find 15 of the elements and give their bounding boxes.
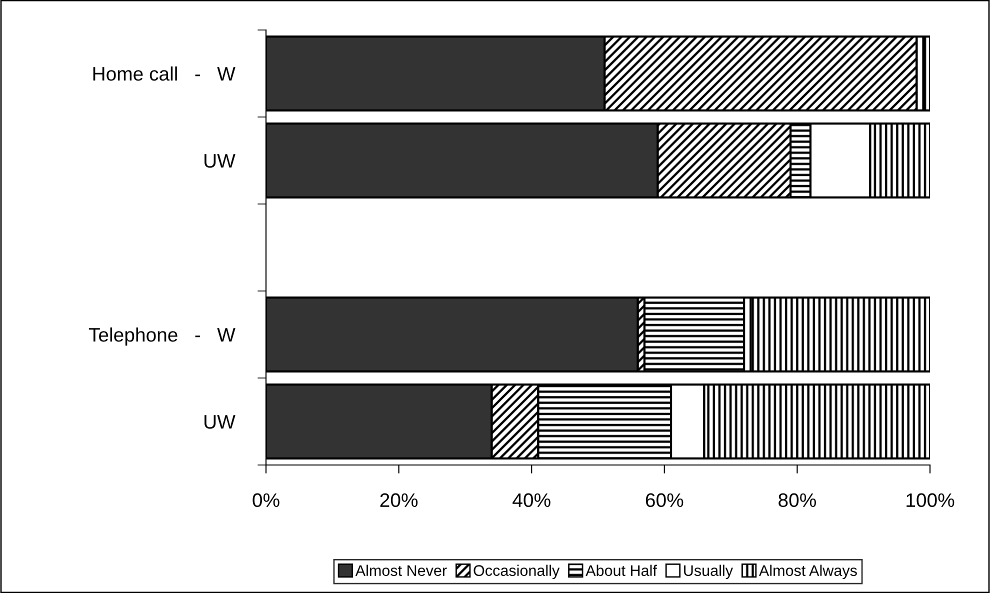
y-tick-label: UW bbox=[204, 154, 236, 168]
x-tick-label: 40% bbox=[512, 493, 550, 508]
x-tick-label: 20% bbox=[380, 493, 418, 508]
y-tick-label: Telephone - W bbox=[88, 327, 236, 346]
x-tick-label: 0% bbox=[252, 493, 280, 508]
y-tick-label: UW bbox=[204, 415, 236, 429]
x-tick-label: 100% bbox=[906, 493, 954, 508]
y-tick-label: Home call - W bbox=[93, 66, 236, 81]
x-tick-label: 80% bbox=[778, 493, 816, 508]
legend-label: Occasionally bbox=[474, 564, 560, 580]
legend-label: Almost Never bbox=[355, 564, 447, 576]
legend-label: Almost Always bbox=[758, 564, 857, 580]
legend-label: About Half bbox=[586, 564, 657, 576]
x-tick-label: 60% bbox=[646, 493, 684, 508]
legend-label: Usually bbox=[684, 564, 733, 580]
